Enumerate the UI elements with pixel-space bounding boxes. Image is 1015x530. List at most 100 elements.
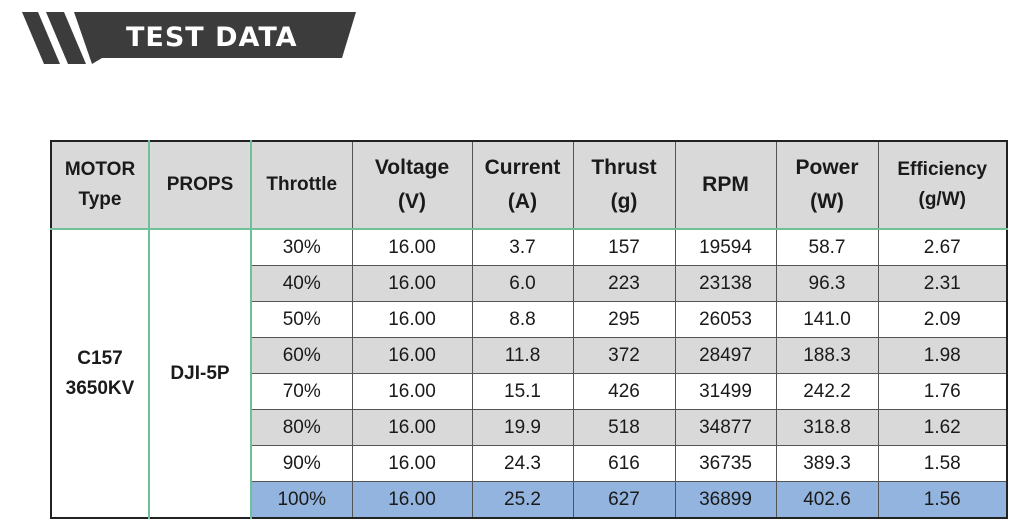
efficiency-cell: 2.31 <box>877 265 1008 302</box>
table-row: C157 3650KV DJI-5P 30% 16.00 3.7 157 19594 58.7 2… <box>50 228 1008 519</box>
throttle-cell: 80% <box>250 409 353 446</box>
current-cell: 25.2 <box>471 481 574 519</box>
efficiency-cell: 2.67 <box>877 228 1008 266</box>
rpm-cell: 34877 <box>674 409 777 446</box>
voltage-cell: 16.00 <box>351 265 473 302</box>
column-header-unit: (g/W) <box>918 189 966 210</box>
table-row: 80% 16.00 19.9 518 34877 318.8 1.62 <box>51 409 1008 446</box>
column-header-throttle: Throttle <box>250 140 353 230</box>
banner-stripe-1 <box>22 12 60 64</box>
column-header-name: Voltage <box>374 156 450 179</box>
motor-model: C157 <box>77 347 123 369</box>
thrust-cell: 223 <box>572 265 676 302</box>
column-header-rpm: RPM <box>674 140 777 230</box>
table-row: 100% 16.00 25.2 627 36899 402.6 1.56 <box>51 481 1008 519</box>
voltage-cell: 16.00 <box>351 445 473 482</box>
column-header-props: PROPS <box>148 140 252 230</box>
thrust-cell: 627 <box>572 481 676 519</box>
current-cell: 24.3 <box>471 445 574 482</box>
rpm-cell: 19594 <box>674 228 777 266</box>
column-header-name: MOTOR <box>64 159 136 180</box>
rpm-cell: 28497 <box>674 337 777 374</box>
power-cell: 58.7 <box>775 228 879 266</box>
column-header-motor: MOTOR Type <box>50 140 150 230</box>
current-cell: 6.0 <box>471 265 574 302</box>
power-cell: 318.8 <box>775 409 879 446</box>
throttle-cell: 40% <box>250 265 353 302</box>
voltage-cell: 16.00 <box>351 228 473 266</box>
column-header-name: PROPS <box>166 174 234 195</box>
thrust-cell: 426 <box>572 373 676 410</box>
banner-graphic <box>22 12 356 64</box>
column-header-power: Power (W) <box>775 140 879 230</box>
current-cell: 19.9 <box>471 409 574 446</box>
header-row: MOTOR Type PROPS Throttle Voltage (V) Cu… <box>50 140 1008 230</box>
throttle-cell: 60% <box>250 337 353 374</box>
throttle-cell: 70% <box>250 373 353 410</box>
motor-kv: 3650KV <box>65 377 135 399</box>
column-header-name: Throttle <box>266 174 338 195</box>
thrust-cell: 616 <box>572 445 676 482</box>
column-header-unit: Type <box>78 189 122 210</box>
thrust-cell: 157 <box>572 228 676 266</box>
motor-test-data-table: MOTOR Type PROPS Throttle Voltage (V) Cu… <box>50 140 1008 519</box>
column-header-voltage: Voltage (V) <box>351 140 473 230</box>
current-cell: 11.8 <box>471 337 574 374</box>
thrust-cell: 372 <box>572 337 676 374</box>
column-header-current: Current (A) <box>471 140 574 230</box>
efficiency-cell: 1.98 <box>877 337 1008 374</box>
test-data-banner: TEST DATA <box>22 12 358 64</box>
efficiency-cell: 1.56 <box>877 481 1008 519</box>
current-cell: 15.1 <box>471 373 574 410</box>
column-header-efficiency: Efficiency (g/W) <box>877 140 1008 230</box>
efficiency-cell: 1.62 <box>877 409 1008 446</box>
rpm-cell: 23138 <box>674 265 777 302</box>
thrust-cell: 295 <box>572 301 676 338</box>
rpm-cell: 26053 <box>674 301 777 338</box>
power-cell: 96.3 <box>775 265 879 302</box>
current-cell: 3.7 <box>471 228 574 266</box>
column-header-name: Efficiency <box>897 159 988 180</box>
throttle-cell: 90% <box>250 445 353 482</box>
throttle-cell: 50% <box>250 301 353 338</box>
power-cell: 389.3 <box>775 445 879 482</box>
power-cell: 402.6 <box>775 481 879 519</box>
power-cell: 188.3 <box>775 337 879 374</box>
column-header-name: Power <box>795 156 859 179</box>
table-row: 40% 16.00 6.0 223 23138 96.3 2.31 <box>51 265 1008 302</box>
banner-title: TEST DATA <box>126 22 298 53</box>
table-row: 60% 16.00 11.8 372 28497 188.3 1.98 <box>51 337 1008 374</box>
voltage-cell: 16.00 <box>351 409 473 446</box>
table-body: C157 3650KV DJI-5P 30% 16.00 3.7 157 19594 58.7 2… <box>50 228 1008 519</box>
throttle-cell: 30% <box>250 228 353 266</box>
rpm-cell: 36899 <box>674 481 777 519</box>
banner-plate <box>74 12 356 64</box>
efficiency-cell: 1.58 <box>877 445 1008 482</box>
rpm-cell: 36735 <box>674 445 777 482</box>
voltage-cell: 16.00 <box>351 373 473 410</box>
efficiency-cell: 1.76 <box>877 373 1008 410</box>
voltage-cell: 16.00 <box>351 481 473 519</box>
column-header-unit: (V) <box>398 190 426 213</box>
current-cell: 8.8 <box>471 301 574 338</box>
throttle-cell: 100% <box>250 481 353 519</box>
motor-type-cell: C157 3650KV <box>50 228 150 519</box>
table-row: 70% 16.00 15.1 426 31499 242.2 1.76 <box>51 373 1008 410</box>
thrust-cell: 518 <box>572 409 676 446</box>
voltage-cell: 16.00 <box>351 337 473 374</box>
voltage-cell: 16.00 <box>351 301 473 338</box>
column-header-name: RPM <box>702 173 749 196</box>
power-cell: 141.0 <box>775 301 879 338</box>
column-header-name: Thrust <box>591 156 657 179</box>
props-cell: DJI-5P <box>148 228 252 519</box>
column-header-unit: (A) <box>507 190 538 213</box>
column-header-unit: (W) <box>810 190 844 213</box>
rpm-cell: 31499 <box>674 373 777 410</box>
power-cell: 242.2 <box>775 373 879 410</box>
column-header-thrust: Thrust (g) <box>572 140 676 230</box>
table-row: 90% 16.00 24.3 616 36735 389.3 1.58 <box>51 445 1008 482</box>
column-header-name: Current <box>484 156 561 179</box>
column-header-unit: (g) <box>610 190 638 213</box>
banner-stripe-2 <box>46 12 86 64</box>
efficiency-cell: 2.09 <box>877 301 1008 338</box>
